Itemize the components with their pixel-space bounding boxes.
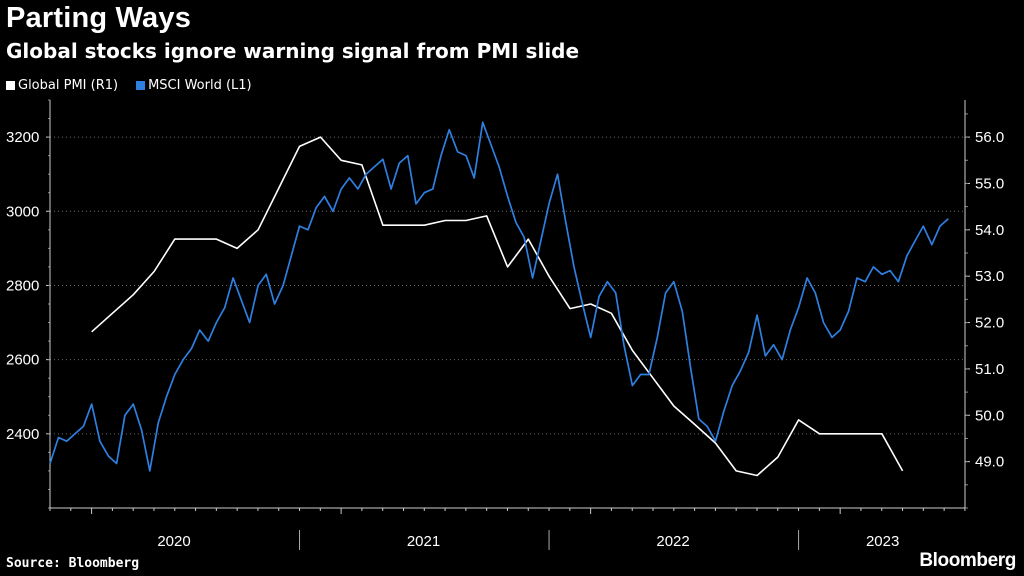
bloomberg-logo: Bloomberg — [919, 550, 1016, 571]
x-tick-label-0: 2020 — [157, 533, 190, 550]
x-tick-label-2: 2022 — [656, 533, 689, 550]
series-line-msci-world — [49, 121, 949, 472]
legend-swatch-msci-world — [136, 81, 146, 90]
right-tick-label-4: 53.0 — [975, 268, 1004, 285]
source-note: Source: Bloomberg — [6, 556, 140, 571]
legend-label-msci-world: MSCI World (L1) — [148, 78, 252, 93]
right-tick-label-5: 54.0 — [975, 222, 1004, 239]
legend-item-global-pmi: Global PMI (R1) — [6, 78, 118, 93]
right-tick-label-3: 52.0 — [975, 315, 1004, 332]
right-tick-label-6: 55.0 — [975, 175, 1004, 192]
legend-item-msci-world: MSCI World (L1) — [136, 78, 252, 93]
x-tick-label-1: 2021 — [407, 533, 440, 550]
legend-label-global-pmi: Global PMI (R1) — [18, 78, 119, 93]
left-tick-label-4: 3200 — [6, 129, 39, 146]
tick-labels: 2400 2600 2800 3000 3200 49.0 50.0 51.0 52.0 53.0… — [6, 129, 1004, 550]
left-tick-label-0: 2400 — [6, 426, 39, 443]
grid — [50, 136, 965, 435]
right-tick-label-2: 51.0 — [975, 361, 1004, 378]
series-line-global-pmi — [91, 136, 904, 477]
axes — [46, 99, 970, 550]
left-tick-label-2: 2800 — [6, 277, 39, 294]
right-tick-label-0: 49.0 — [975, 454, 1004, 471]
legend: Global PMI (R1) MSCI World (L1) — [6, 78, 252, 93]
legend-swatch-global-pmi — [6, 81, 15, 90]
chart-subtitle: Global stocks ignore warning signal from… — [6, 39, 580, 63]
left-tick-label-1: 2600 — [6, 352, 39, 369]
series-lines — [49, 121, 949, 477]
left-tick-label-3: 3000 — [6, 203, 39, 220]
right-tick-label-7: 56.0 — [975, 129, 1004, 146]
right-tick-label-1: 50.0 — [975, 407, 1004, 424]
chart-title: Parting Ways — [6, 2, 192, 34]
x-tick-label-3: 2023 — [866, 533, 899, 550]
